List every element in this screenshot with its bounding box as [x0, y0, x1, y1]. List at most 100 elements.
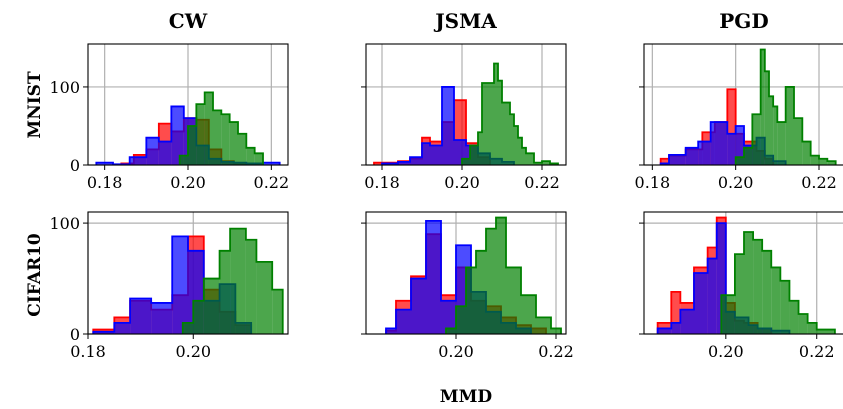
bar-blue [710, 122, 728, 165]
series-green [720, 231, 836, 334]
bar-blue [93, 331, 115, 334]
row-title-cifar10: CIFAR10 [25, 233, 45, 317]
bar-blue [114, 322, 131, 334]
bar-green [476, 250, 486, 334]
x-tick-label: 0.18 [364, 173, 400, 192]
bar-blue [146, 137, 159, 165]
bar-green [752, 114, 761, 165]
x-tick-label: 0.22 [801, 173, 837, 192]
bar-green [230, 228, 246, 334]
bar-green [246, 147, 255, 165]
x-tick-label: 0.22 [524, 173, 560, 192]
bar-green [721, 295, 735, 334]
bar-green [534, 162, 542, 165]
bar-green [785, 86, 794, 165]
bar-green [456, 306, 466, 334]
bar-green [470, 145, 478, 165]
outline-green [734, 48, 837, 165]
bar-green [735, 157, 744, 165]
bar-blue [426, 220, 441, 334]
x-tick-label: 0.18 [87, 173, 123, 192]
bar-green [518, 137, 522, 165]
bar-blue [735, 125, 744, 165]
histogram-bars [95, 91, 281, 165]
bar-green [762, 250, 772, 334]
panel-mnist-jsma: 0.18 0.20 0.22 [361, 43, 567, 192]
bar-green [498, 80, 502, 165]
bar-blue [398, 161, 410, 165]
bar-blue [430, 145, 442, 165]
column-title-cw: CW [169, 9, 208, 33]
bar-green [744, 147, 753, 165]
panel-cifar10-cw: 0.18 0.20 0 100 [49, 211, 289, 361]
bar-green [769, 96, 774, 165]
x-tick-label: 0.20 [708, 342, 744, 361]
y-tick-label: 0 [70, 325, 80, 344]
histogram-bars [659, 48, 837, 165]
bar-green [816, 329, 835, 334]
bar-blue [410, 157, 422, 165]
outline-green [445, 216, 562, 334]
bar-green [238, 133, 247, 165]
bar-blue [386, 328, 396, 334]
axes-frame [643, 43, 843, 166]
bar-green [777, 122, 786, 165]
outline-green [461, 62, 559, 165]
bar-green [203, 278, 220, 334]
bar-blue [263, 162, 280, 165]
bar-green [502, 102, 510, 165]
row-title-mnist: MNIST [25, 71, 45, 139]
bar-green [542, 161, 550, 165]
bar-blue [130, 298, 152, 334]
column-title-pgd: PGD [719, 9, 768, 33]
x-tick-label: 0.20 [444, 173, 480, 192]
column-title-jsma: JSMA [433, 9, 497, 33]
panel-mnist-pgd: 0.18 0.20 0.22 [635, 43, 843, 192]
bar-green [744, 231, 754, 334]
bar-green [526, 153, 534, 165]
outline-green [178, 91, 264, 165]
panel-cifar10-jsma: 0.20 0.22 [361, 211, 574, 361]
x-tick-label: 0.22 [538, 342, 574, 361]
bar-green [764, 71, 769, 165]
bar-green [773, 106, 778, 165]
x-tick-label: 0.18 [635, 173, 671, 192]
histogram-bars [656, 216, 836, 334]
bar-blue [96, 162, 113, 165]
bar-green [466, 267, 476, 334]
bar-blue [680, 309, 694, 334]
bar-blue [158, 141, 172, 165]
series-green [734, 48, 837, 165]
bar-green [179, 155, 188, 165]
bar-blue [171, 106, 184, 165]
histogram-bars [92, 227, 284, 334]
bar-green [272, 289, 283, 334]
bar-green [213, 110, 222, 165]
bar-red [660, 158, 669, 165]
bar-green [771, 267, 781, 334]
bar-green [196, 104, 205, 165]
x-tick-label: 0.22 [254, 173, 290, 192]
bar-green [521, 295, 536, 334]
bar-blue [727, 133, 736, 165]
bar-green [182, 322, 194, 334]
bar-blue [422, 143, 430, 165]
bar-blue [442, 86, 454, 165]
bar-green [760, 49, 765, 165]
y-tick-label: 100 [49, 214, 80, 233]
series-green [445, 216, 562, 334]
x-tick-label: 0.20 [175, 342, 211, 361]
bar-blue [396, 309, 411, 334]
bar-green [229, 122, 238, 165]
panels-container: 0.18 0.20 0.22 0 100 0.18 0.20 0.22 0.18 0.20 0.22… [49, 43, 843, 361]
bar-green [478, 132, 482, 165]
bar-green [462, 158, 470, 165]
bar-green [734, 254, 744, 334]
bar-blue [151, 302, 173, 334]
bar-blue [441, 300, 456, 334]
x-tick-label: 0.20 [718, 173, 754, 192]
x-tick-label: 0.20 [438, 342, 474, 361]
bar-green [819, 158, 828, 165]
series-green [181, 227, 284, 334]
